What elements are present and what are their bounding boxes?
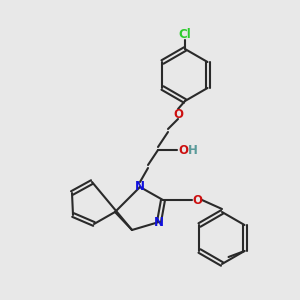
Text: O: O [178, 143, 188, 157]
Text: O: O [192, 194, 202, 206]
Text: H: H [188, 143, 198, 157]
Text: O: O [173, 107, 183, 121]
Text: N: N [154, 215, 164, 229]
Text: N: N [135, 181, 145, 194]
Text: Cl: Cl [178, 28, 191, 41]
